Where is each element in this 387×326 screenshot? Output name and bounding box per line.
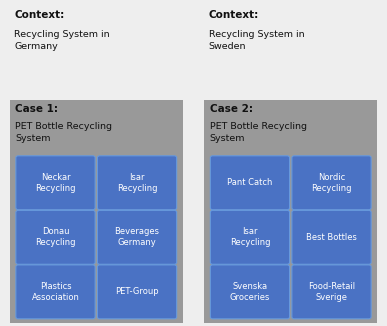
Text: Donau
Recycling: Donau Recycling xyxy=(35,227,76,247)
Text: Neckar
Recycling: Neckar Recycling xyxy=(35,173,76,193)
FancyBboxPatch shape xyxy=(211,156,289,210)
Text: Recycling System in
Sweden: Recycling System in Sweden xyxy=(209,30,305,51)
Text: PET-Group: PET-Group xyxy=(115,288,159,296)
Text: Nordic
Recycling: Nordic Recycling xyxy=(311,173,352,193)
Text: Isar
Recycling: Isar Recycling xyxy=(230,227,270,247)
FancyBboxPatch shape xyxy=(10,100,183,323)
FancyBboxPatch shape xyxy=(292,156,371,210)
FancyBboxPatch shape xyxy=(211,265,289,319)
FancyBboxPatch shape xyxy=(204,100,377,323)
FancyBboxPatch shape xyxy=(98,156,176,210)
FancyBboxPatch shape xyxy=(16,156,95,210)
Text: PET Bottle Recycling
System: PET Bottle Recycling System xyxy=(15,122,112,143)
Text: Beverages
Germany: Beverages Germany xyxy=(115,227,159,247)
FancyBboxPatch shape xyxy=(292,265,371,319)
FancyBboxPatch shape xyxy=(16,265,95,319)
Text: Case 2:: Case 2: xyxy=(210,104,253,114)
FancyBboxPatch shape xyxy=(16,210,95,264)
Text: Best Bottles: Best Bottles xyxy=(306,233,357,242)
FancyBboxPatch shape xyxy=(292,210,371,264)
FancyBboxPatch shape xyxy=(98,265,176,319)
Text: Plastics
Association: Plastics Association xyxy=(32,282,79,302)
Text: PET Bottle Recycling
System: PET Bottle Recycling System xyxy=(210,122,307,143)
FancyBboxPatch shape xyxy=(98,210,176,264)
Text: Isar
Recycling: Isar Recycling xyxy=(117,173,157,193)
Text: Context:: Context: xyxy=(14,10,65,21)
Text: Pant Catch: Pant Catch xyxy=(227,178,272,187)
Text: Recycling System in
Germany: Recycling System in Germany xyxy=(14,30,110,51)
Text: Context:: Context: xyxy=(209,10,259,21)
FancyBboxPatch shape xyxy=(211,210,289,264)
Text: Food-Retail
Sverige: Food-Retail Sverige xyxy=(308,282,355,302)
Text: Svenska
Groceries: Svenska Groceries xyxy=(230,282,270,302)
Text: Case 1:: Case 1: xyxy=(15,104,58,114)
